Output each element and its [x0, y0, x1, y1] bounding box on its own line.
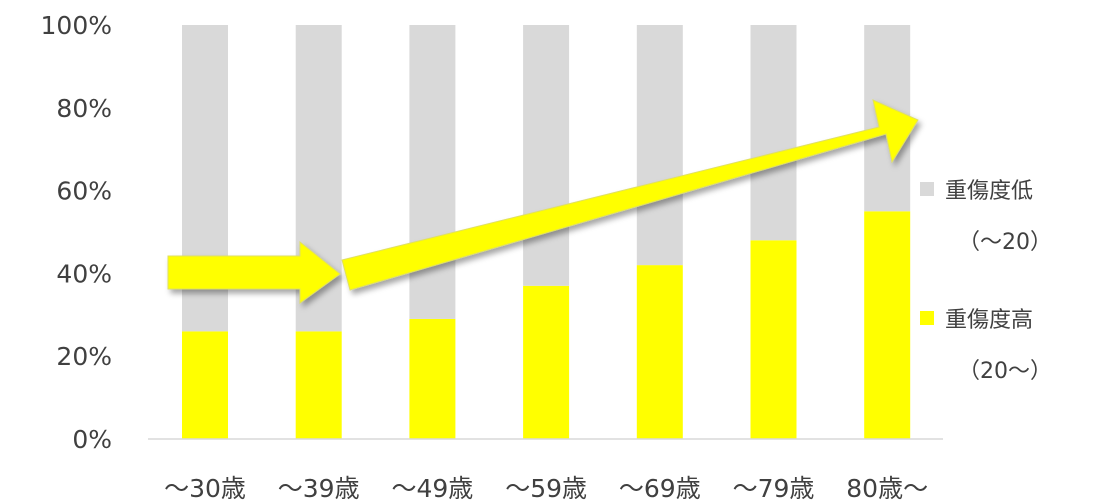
x-tick-label: ～30歳 [164, 474, 246, 503]
bar-segment-low [523, 25, 570, 286]
y-tick-label: 60% [56, 177, 112, 206]
y-tick-label: 0% [72, 425, 112, 454]
bar-segment-high [750, 240, 797, 439]
bar-segment-high [636, 265, 683, 439]
x-tick-label: ～59歳 [505, 474, 587, 503]
y-tick-label: 40% [56, 259, 112, 288]
x-tick-label: 80歳～ [846, 474, 928, 503]
y-tick-label: 80% [56, 94, 112, 123]
bar-segment-high [864, 211, 911, 439]
bar-segment-high [295, 331, 342, 439]
legend: 重傷度低 （～20） 重傷度高 （20～） [920, 179, 1052, 384]
legend-label: 重傷度高 [945, 308, 1033, 333]
legend-swatch [920, 182, 934, 196]
y-tick-label: 100% [41, 11, 112, 40]
legend-label: 重傷度低 [945, 179, 1033, 204]
bar-segment-low [750, 25, 797, 241]
legend-label-sub: （20～） [958, 359, 1052, 384]
x-tick-label: ～49歳 [391, 474, 473, 503]
arrow-flat [167, 240, 341, 304]
arrow-rising [341, 99, 919, 291]
trend-arrows [167, 99, 919, 304]
x-tick-label: ～69歳 [619, 474, 701, 503]
legend-swatch [920, 311, 934, 325]
x-tick-label: ～39歳 [278, 474, 360, 503]
y-axis-ticks: 0% 20% 40% 60% 80% 100% [41, 11, 112, 454]
legend-label-sub: （～20） [958, 230, 1052, 255]
x-tick-label: ～79歳 [733, 474, 815, 503]
bar-segment-low [636, 25, 683, 266]
bar-segment-high [523, 285, 570, 439]
bar-segment-high [182, 331, 228, 439]
bar-segment-low [409, 25, 456, 319]
bar-segment-high [409, 318, 456, 439]
bars [182, 25, 911, 439]
y-tick-label: 20% [56, 342, 112, 371]
x-axis-ticks: ～30歳 ～39歳 ～49歳 ～59歳 ～69歳 ～79歳 80歳～ [164, 474, 928, 503]
